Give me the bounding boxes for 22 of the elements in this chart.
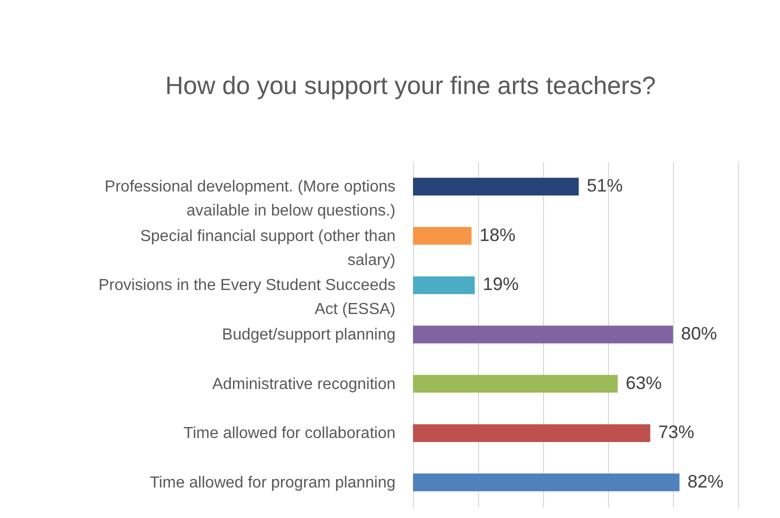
data-label: 18% xyxy=(480,224,516,245)
data-label: 80% xyxy=(681,324,718,344)
bar xyxy=(413,374,618,393)
data-label: 19% xyxy=(482,274,519,294)
y-tick-label: Professional development. (More options available in below questions.) xyxy=(104,178,396,220)
bar xyxy=(413,424,650,442)
chart-title: How do you support your fine arts teachers? xyxy=(165,72,656,100)
bar xyxy=(413,178,579,196)
y-tick-label: Budget/support planning xyxy=(222,326,396,344)
y-tick-label: Administrative recognition xyxy=(212,376,396,393)
data-label: 73% xyxy=(658,422,694,442)
data-label: 63% xyxy=(626,372,662,393)
bar xyxy=(413,326,673,344)
bar xyxy=(413,227,472,245)
y-tick-label: Provisions in the Every Student Succeeds Act (ESSA) xyxy=(98,277,396,318)
data-label: 51% xyxy=(586,176,623,196)
bar xyxy=(413,276,475,294)
data-label: 82% xyxy=(688,471,724,492)
bar xyxy=(413,473,680,492)
y-tick-label: Time allowed for program planning xyxy=(150,474,396,492)
y-tick-label: Special financial support (other than salary) xyxy=(140,228,396,269)
y-tick-label: Time allowed for collaboration xyxy=(184,425,396,442)
